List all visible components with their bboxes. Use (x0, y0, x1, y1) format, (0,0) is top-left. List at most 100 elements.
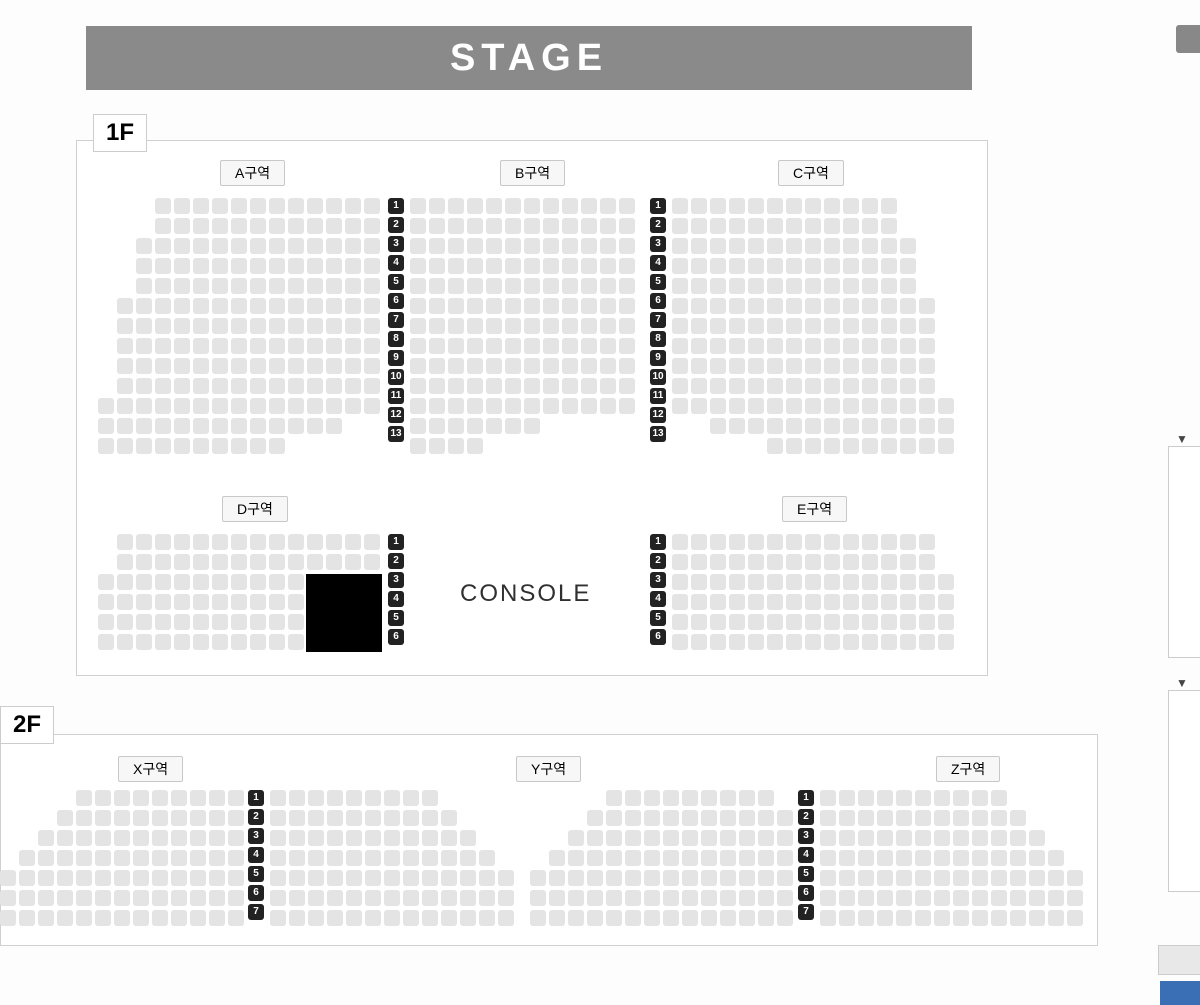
seat[interactable] (288, 198, 304, 214)
seat[interactable] (881, 378, 897, 394)
seat[interactable] (915, 910, 931, 926)
seat[interactable] (288, 298, 304, 314)
seat[interactable] (288, 418, 304, 434)
seat[interactable] (429, 258, 445, 274)
seat[interactable] (98, 438, 114, 454)
seat[interactable] (587, 910, 603, 926)
seat[interactable] (729, 634, 745, 650)
seat[interactable] (881, 438, 897, 454)
seat[interactable] (429, 298, 445, 314)
seat[interactable] (896, 910, 912, 926)
seat[interactable] (767, 614, 783, 630)
seat[interactable] (729, 198, 745, 214)
seat[interactable] (467, 238, 483, 254)
seat[interactable] (467, 198, 483, 214)
seat[interactable] (429, 318, 445, 334)
seat[interactable] (384, 910, 400, 926)
seat[interactable] (212, 534, 228, 550)
seat[interactable] (486, 418, 502, 434)
seat[interactable] (193, 338, 209, 354)
seat[interactable] (805, 614, 821, 630)
seat[interactable] (174, 614, 190, 630)
seat[interactable] (448, 218, 464, 234)
seat[interactable] (720, 810, 736, 826)
seat[interactable] (133, 790, 149, 806)
seat[interactable] (448, 258, 464, 274)
seat[interactable] (98, 614, 114, 630)
seat[interactable] (543, 378, 559, 394)
seat[interactable] (820, 910, 836, 926)
seat[interactable] (193, 298, 209, 314)
seat[interactable] (758, 890, 774, 906)
seat[interactable] (38, 830, 54, 846)
seat[interactable] (682, 890, 698, 906)
seat[interactable] (600, 318, 616, 334)
seat[interactable] (672, 218, 688, 234)
seat[interactable] (786, 218, 802, 234)
seat[interactable] (672, 554, 688, 570)
seat[interactable] (881, 358, 897, 374)
seat[interactable] (758, 830, 774, 846)
seat[interactable] (710, 614, 726, 630)
seat[interactable] (171, 850, 187, 866)
seat[interactable] (250, 614, 266, 630)
seat[interactable] (600, 398, 616, 414)
seat[interactable] (919, 634, 935, 650)
seat[interactable] (820, 790, 836, 806)
seat[interactable] (919, 338, 935, 354)
seat[interactable] (228, 830, 244, 846)
seat[interactable] (701, 810, 717, 826)
seat[interactable] (729, 534, 745, 550)
seat[interactable] (155, 534, 171, 550)
seat[interactable] (972, 850, 988, 866)
seat[interactable] (758, 910, 774, 926)
seat[interactable] (862, 298, 878, 314)
seat[interactable] (877, 850, 893, 866)
seat[interactable] (953, 810, 969, 826)
seat[interactable] (562, 398, 578, 414)
seat[interactable] (748, 378, 764, 394)
seat[interactable] (710, 278, 726, 294)
seat[interactable] (972, 790, 988, 806)
seat[interactable] (1029, 890, 1045, 906)
seat[interactable] (991, 790, 1007, 806)
seat[interactable] (549, 890, 565, 906)
seat[interactable] (786, 554, 802, 570)
seat[interactable] (919, 318, 935, 334)
seat[interactable] (934, 910, 950, 926)
seat[interactable] (486, 238, 502, 254)
seat[interactable] (953, 910, 969, 926)
seat[interactable] (270, 870, 286, 886)
seat[interactable] (691, 238, 707, 254)
seat[interactable] (767, 438, 783, 454)
seat[interactable] (915, 790, 931, 806)
seat[interactable] (212, 298, 228, 314)
seat[interactable] (824, 378, 840, 394)
seat[interactable] (289, 850, 305, 866)
seat[interactable] (619, 238, 635, 254)
seat[interactable] (900, 398, 916, 414)
seat[interactable] (786, 338, 802, 354)
seat[interactable] (460, 890, 476, 906)
seat[interactable] (155, 398, 171, 414)
seat[interactable] (919, 534, 935, 550)
seat[interactable] (486, 298, 502, 314)
seat[interactable] (231, 594, 247, 610)
seat[interactable] (460, 830, 476, 846)
seat[interactable] (972, 810, 988, 826)
seat[interactable] (365, 810, 381, 826)
seat[interactable] (486, 398, 502, 414)
seat[interactable] (231, 534, 247, 550)
seat[interactable] (786, 278, 802, 294)
seat[interactable] (0, 910, 16, 926)
seat[interactable] (805, 398, 821, 414)
seat[interactable] (881, 298, 897, 314)
seat[interactable] (98, 418, 114, 434)
seat[interactable] (915, 870, 931, 886)
seat[interactable] (1067, 910, 1083, 926)
seat[interactable] (467, 358, 483, 374)
seat[interactable] (326, 218, 342, 234)
seat[interactable] (524, 378, 540, 394)
seat[interactable] (919, 358, 935, 374)
seat[interactable] (786, 534, 802, 550)
